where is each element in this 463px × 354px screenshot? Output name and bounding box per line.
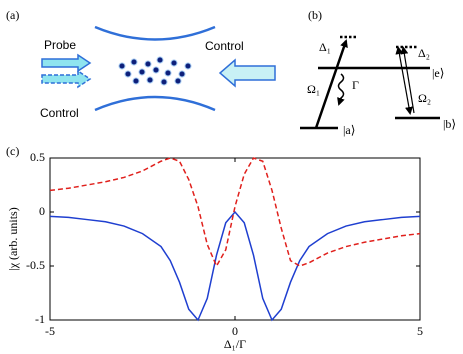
decay-label: Γ [352,78,359,92]
level-label: |b⟩ [443,117,456,131]
line-series [49,210,421,322]
control-label: Control [205,39,244,53]
chart: -1 -0.5 0 0.5 -5 0 5 Δ₁/Γ |χ (arb. units) [6,150,423,351]
x-tick-label: 5 [417,324,423,338]
y-axis-label: |χ (arb. units) [6,207,20,270]
y-tick-label: -0.5 [26,258,45,272]
panel-label: (b) [308,8,322,22]
level-diagram [300,35,440,130]
rabi-label: Ω₁ [307,82,320,96]
y-tick-label: 0 [39,204,45,218]
x-tick-label: 0 [232,324,238,338]
line-series [49,157,421,268]
x-axis-label: Δ₁/Γ [224,337,246,351]
y-tick-label: 0.5 [30,150,45,164]
control-arrow [218,58,276,88]
atoms [118,56,192,86]
cavity [94,25,216,112]
level-label: |a⟩ [343,123,355,137]
panel-label: (a) [6,8,19,22]
detuning-label: Δ₁ [319,40,331,54]
panel-label: (c) [6,144,19,158]
x-tick-label: -5 [45,324,55,338]
y-tick-label: -1 [35,312,45,326]
probe-label: Probe [44,38,76,52]
rabi-label: Ω₂ [418,91,431,105]
level-label: |e⟩ [432,66,444,80]
probe-arrow [41,53,92,73]
control-label: Control [40,106,79,120]
control-arrow [41,69,92,89]
detuning-label: Δ₂ [418,46,430,60]
